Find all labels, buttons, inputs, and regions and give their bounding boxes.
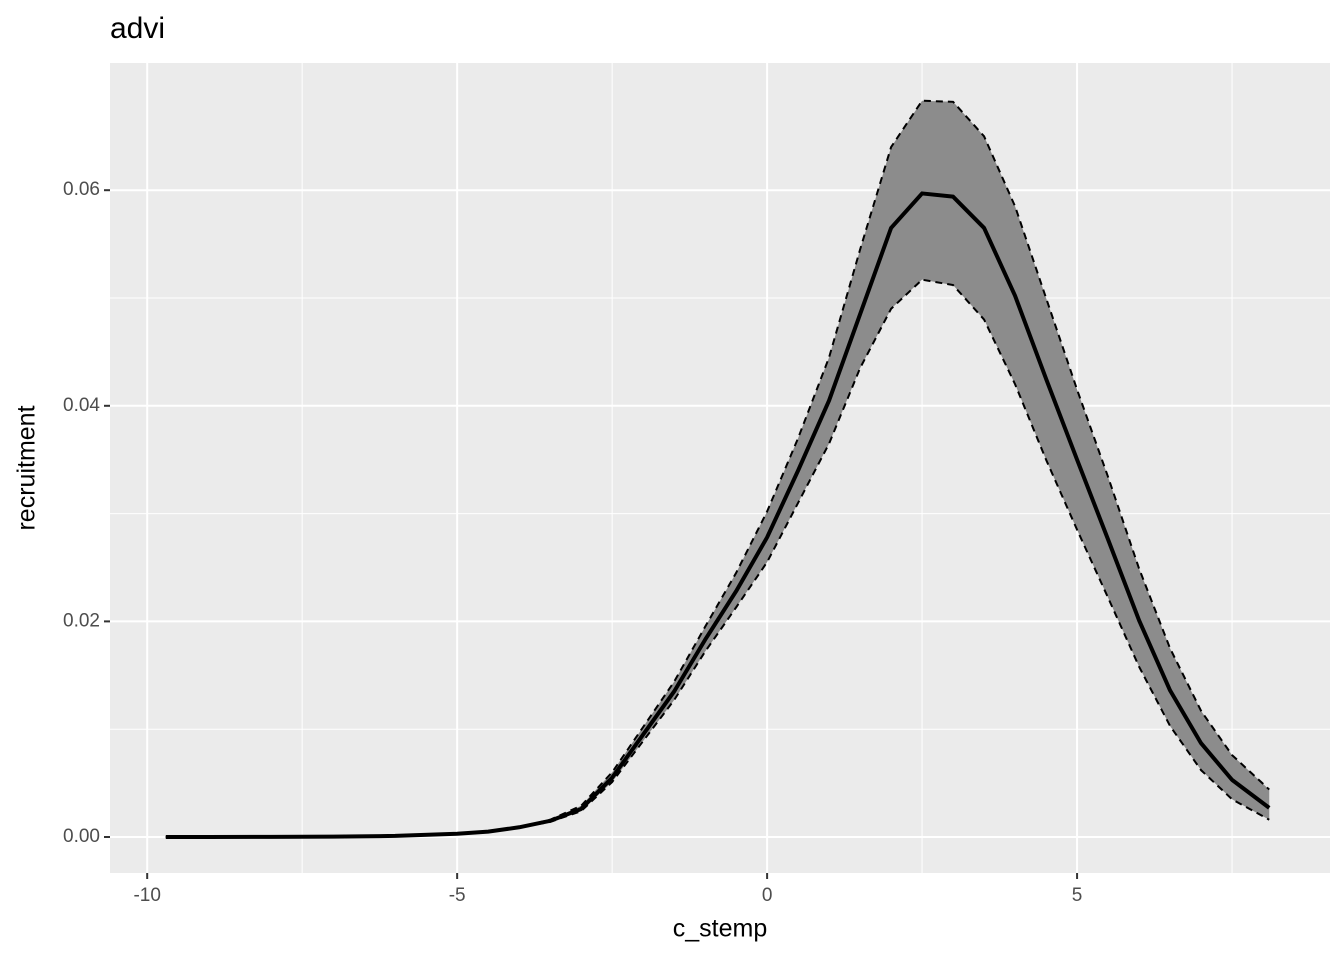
mean-line — [165, 191, 1271, 839]
y-tick-label: 0.04 — [63, 395, 100, 416]
y-axis-label: recruitment — [13, 405, 41, 530]
y-tick-label: 0.00 — [63, 826, 100, 847]
x-tick-label: 5 — [1072, 885, 1083, 906]
ribbon — [165, 100, 1270, 837]
x-tick-label: -5 — [449, 885, 466, 906]
y-tick-label: 0.06 — [63, 179, 100, 200]
y-tick-label: 0.02 — [63, 610, 100, 631]
chart-title: advi — [110, 12, 165, 45]
panel — [110, 63, 1330, 873]
interval-line — [165, 99, 1270, 838]
x-axis-label: c_stemp — [673, 915, 767, 943]
x-tick-label: -10 — [133, 885, 160, 906]
x-tick-label: 0 — [762, 885, 773, 906]
